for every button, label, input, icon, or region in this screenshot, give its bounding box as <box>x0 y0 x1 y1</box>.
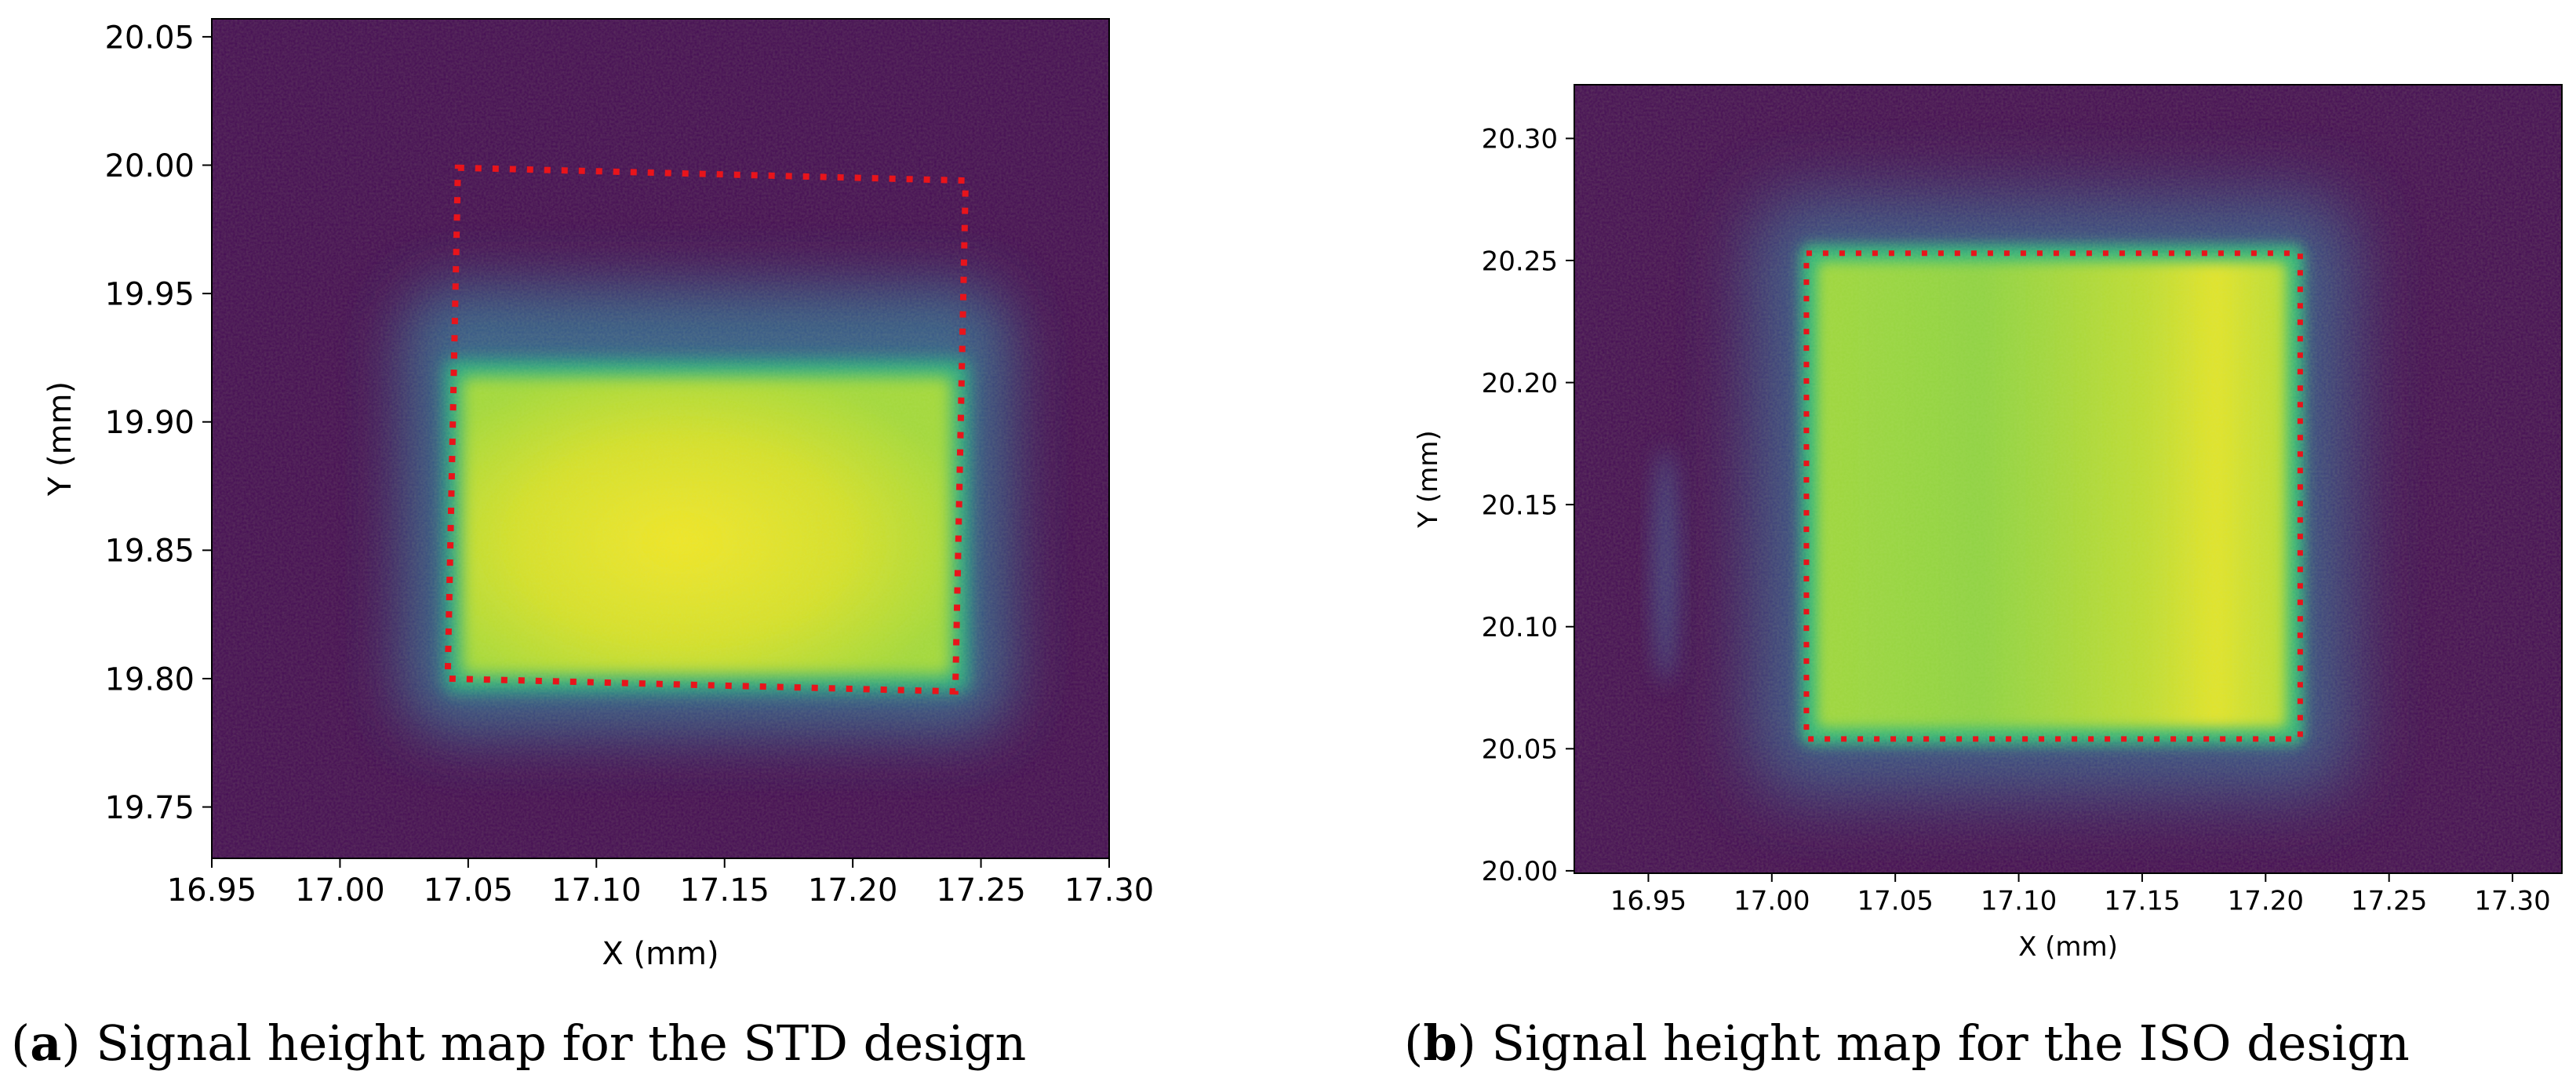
panel-a-x-tick-label: 17.15 <box>679 872 770 909</box>
panel-a-x-tick-label: 17.05 <box>424 872 514 909</box>
caption-b-label: b <box>1423 1014 1457 1072</box>
panel-b-y-tick-label: 20.25 <box>1482 246 1558 277</box>
panel-b-y-tick-label: 20.20 <box>1482 368 1558 399</box>
panel-a-y-tick-label: 20.00 <box>104 148 195 184</box>
panel-b-x-tick-label: 17.30 <box>2474 886 2550 917</box>
panel-a-std-heatmap: 16.95 17.00 17.05 17.10 17.15 17.20 17.25 17.30… <box>42 18 1155 972</box>
panel-b-x-tick-label: 17.05 <box>1857 886 1934 917</box>
caption-a: (a) Signal height map for the STD design <box>11 1014 1027 1072</box>
panel-b-y-tick-label: 20.10 <box>1482 612 1558 643</box>
panel-a-y-tick-label: 19.75 <box>104 790 195 826</box>
panel-b-iso-heatmap: 16.95 17.00 17.05 17.10 17.15 17.20 17.25 17.30… <box>1413 84 2563 963</box>
panel-a-x-axis-label: X (mm) <box>602 936 719 972</box>
panel-a-x-tick-label: 16.95 <box>167 872 257 909</box>
caption-a-label: a <box>30 1014 62 1072</box>
panel-a-y-tick-label: 19.90 <box>104 405 195 441</box>
panel-b-dut-outline <box>1803 250 2303 742</box>
panel-b-x-ticks: 16.95 17.00 17.05 17.10 17.15 17.20 17.25 17.30 <box>1610 873 2551 917</box>
panel-a-noise <box>212 19 1109 858</box>
caption-b: (b) Signal height map for the ISO design <box>1404 1014 2410 1072</box>
panel-a-axes-frame <box>211 18 1110 859</box>
panel-a-y-ticks: 19.75 19.80 19.85 19.90 19.95 20.00 20.05 <box>104 20 212 826</box>
panel-a-y-tick-label: 20.05 <box>104 20 195 56</box>
panel-b-x-tick-label: 17.10 <box>1981 886 2057 917</box>
panel-a-y-tick-label: 19.80 <box>104 661 195 697</box>
panel-b-y-tick-label: 20.30 <box>1482 124 1558 155</box>
panel-b-x-tick-label: 17.25 <box>2351 886 2427 917</box>
panel-b-axes-frame <box>1574 84 2563 874</box>
panel-b-y-axis-label: Y (mm) <box>1413 430 1444 528</box>
panel-a-x-tick-label: 17.25 <box>936 872 1026 909</box>
panel-a-y-tick-label: 19.95 <box>104 277 195 313</box>
panel-a-x-ticks: 16.95 17.00 17.05 17.10 17.15 17.20 17.25 17.30 <box>167 858 1155 909</box>
panel-a-x-tick-label: 17.10 <box>551 872 642 909</box>
panel-b-x-tick-label: 17.00 <box>1734 886 1810 917</box>
panel-a-y-tick-label: 19.85 <box>104 534 195 570</box>
panel-a-x-tick-label: 17.00 <box>295 872 385 909</box>
caption-a-text: Signal height map for the STD design <box>96 1014 1027 1072</box>
panel-b-x-tick-label: 17.15 <box>2104 886 2180 917</box>
panel-a-x-tick-label: 17.20 <box>808 872 898 909</box>
panel-b-y-tick-label: 20.15 <box>1482 490 1558 521</box>
panel-b-noise <box>1574 85 2562 873</box>
panel-a-x-tick-label: 17.30 <box>1064 872 1155 909</box>
panel-a-y-axis-label: Y (mm) <box>42 381 78 497</box>
panel-b-y-ticks: 20.00 20.05 20.10 20.15 20.20 20.25 20.30 <box>1482 124 1574 887</box>
panel-b-y-tick-label: 20.05 <box>1482 734 1558 766</box>
panel-b-x-tick-label: 17.20 <box>2228 886 2304 917</box>
caption-b-text: Signal height map for the ISO design <box>1491 1014 2410 1072</box>
panel-b-x-axis-label: X (mm) <box>2018 931 2118 963</box>
panel-b-y-tick-label: 20.00 <box>1482 856 1558 887</box>
panel-a-dut-outline <box>444 164 970 695</box>
panel-b-x-tick-label: 16.95 <box>1610 886 1686 917</box>
